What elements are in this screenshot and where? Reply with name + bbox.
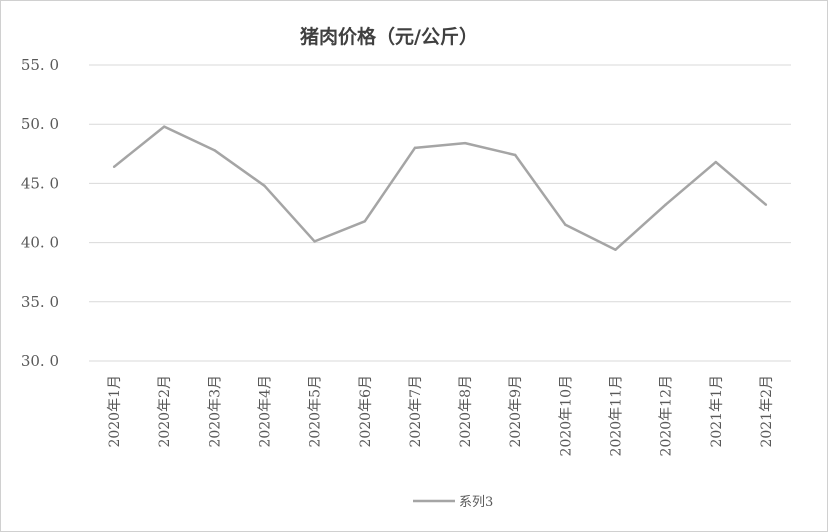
data-point (313, 240, 316, 243)
x-tick-label: 2020年5月 (308, 375, 324, 448)
x-tick-label: 2021年2月 (759, 375, 775, 448)
x-tick-label: 2020年7月 (408, 375, 424, 448)
gridlines (89, 64, 791, 362)
legend: 系列3 (413, 495, 493, 510)
data-point (263, 184, 266, 187)
data-point (463, 141, 467, 145)
series-group (112, 125, 768, 251)
x-tick-label: 2020年8月 (458, 375, 474, 448)
x-tick-label: 2020年4月 (258, 375, 274, 448)
x-axis-ticks: 2020年1月 2020年2月 2020年3月 2020年4月 2020年5月 2020年… (107, 375, 775, 456)
y-tick-label: 40. 0 (21, 234, 59, 252)
data-point (112, 165, 116, 169)
y-tick-label: 50. 0 (21, 115, 59, 133)
data-point (413, 146, 417, 150)
x-tick-label: 2020年12月 (659, 375, 675, 456)
data-point (213, 149, 216, 152)
data-point (363, 220, 366, 223)
x-tick-label: 2020年9月 (508, 375, 524, 448)
x-tick-label: 2021年1月 (709, 375, 725, 448)
y-tick-label: 55. 0 (21, 56, 59, 74)
data-point (564, 223, 567, 227)
y-axis-ticks: 30. 0 35. 0 40. 0 45. 0 50. 0 55. 0 (21, 56, 59, 370)
data-point (614, 248, 617, 251)
legend-label: 系列3 (459, 495, 493, 510)
x-tick-label: 2020年3月 (207, 375, 223, 448)
data-point (664, 203, 667, 206)
chart-title: 猪肉价格（元/公斤） (299, 25, 478, 48)
y-tick-label: 45. 0 (21, 174, 59, 192)
x-tick-label: 2020年2月 (157, 375, 173, 448)
x-tick-label: 2020年1月 (107, 375, 123, 448)
data-point (514, 153, 517, 157)
data-point (163, 125, 166, 128)
x-tick-label: 2020年6月 (358, 375, 374, 448)
series-line (113, 125, 767, 251)
y-tick-label: 35. 0 (21, 293, 59, 311)
y-tick-label: 30. 0 (21, 352, 59, 370)
data-point (764, 203, 768, 206)
x-tick-label: 2020年10月 (558, 375, 574, 456)
data-point (714, 160, 717, 164)
x-tick-label: 2020年11月 (609, 375, 625, 456)
